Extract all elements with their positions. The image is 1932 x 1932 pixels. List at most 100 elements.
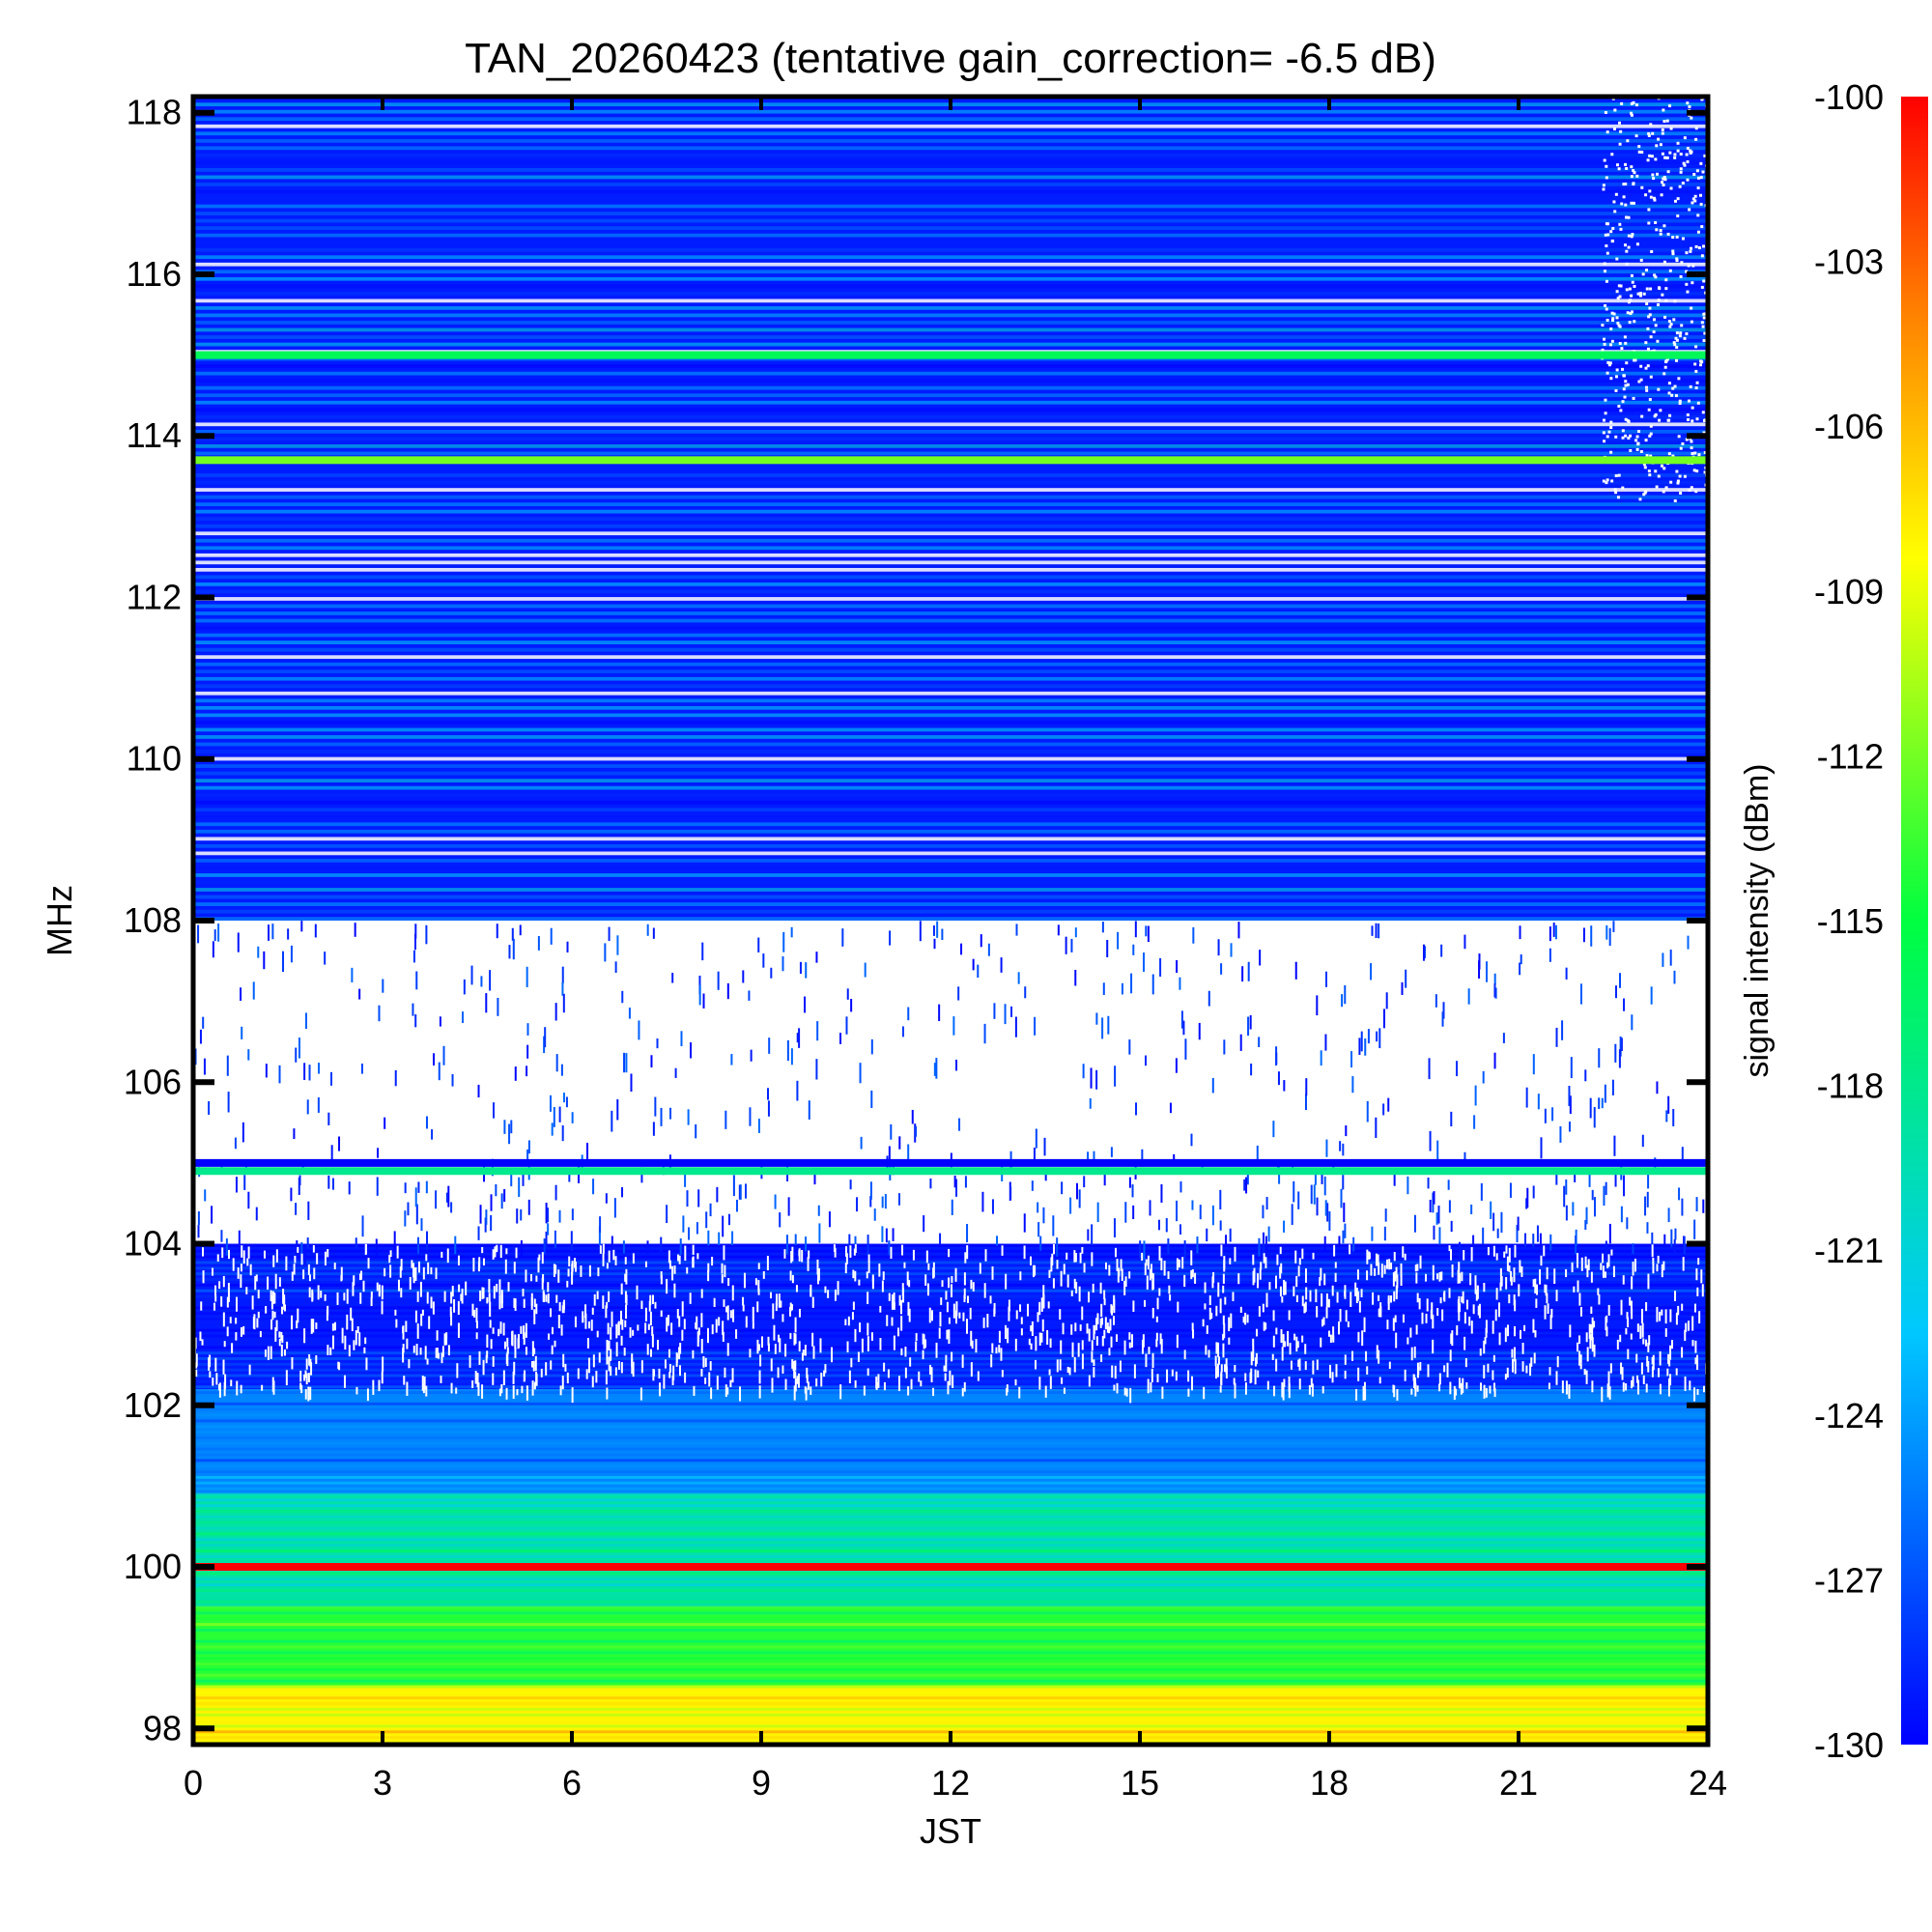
gap-sample [1477, 1305, 1480, 1316]
gap-sample [1377, 1254, 1379, 1266]
gap-sample [1495, 1288, 1498, 1300]
sparse-sample [358, 988, 361, 1000]
gap-sample [1357, 1367, 1360, 1381]
gap-sample [1436, 1273, 1439, 1280]
sparse-sample [1313, 1184, 1316, 1205]
gap-sample [1259, 1267, 1262, 1280]
gap-sample [789, 1302, 792, 1312]
sparse-sample [586, 1142, 589, 1162]
sparkle-sample [1611, 317, 1615, 321]
sparse-sample [796, 1080, 799, 1101]
gap-sample [286, 1341, 289, 1350]
heatmap-row [193, 183, 1708, 186]
gap-sample [1648, 1335, 1651, 1346]
heatmap-row [193, 1600, 1708, 1604]
gap-sample [222, 1275, 225, 1288]
gap-sample [1234, 1382, 1236, 1399]
gap-sample [1133, 1364, 1136, 1378]
sparkle-sample [1702, 279, 1706, 283]
gap-sample [1484, 1337, 1487, 1345]
gap-sample [1344, 1370, 1347, 1379]
gap-sample [305, 1373, 308, 1385]
sparse-sample [1250, 1064, 1253, 1076]
heatmap-row [193, 306, 1708, 310]
sparse-sample [495, 1183, 497, 1197]
heatmap-row [193, 1385, 1708, 1389]
sparse-sample [1106, 939, 1109, 957]
gap-sample [955, 1301, 958, 1317]
gap-sample [758, 1370, 761, 1384]
sparkle-sample [1637, 150, 1641, 154]
sparse-sample [881, 1226, 884, 1242]
sparse-sample [1052, 1215, 1055, 1236]
gap-sample [1493, 1388, 1496, 1398]
gap-sample [637, 1324, 639, 1331]
gap-sample [248, 1364, 251, 1376]
sparse-sample [479, 1205, 482, 1224]
gap-sample [1685, 1322, 1688, 1332]
gap-sample [1001, 1370, 1004, 1378]
gap-sample [1150, 1381, 1152, 1393]
sparse-sample [1432, 1192, 1435, 1213]
heatmap-row [193, 385, 1708, 390]
gap-sample [1580, 1257, 1583, 1271]
sparkle-sample [1686, 101, 1690, 105]
heatmap-row [193, 859, 1708, 863]
sparse-sample [1378, 923, 1380, 939]
heatmap-row [193, 1368, 1708, 1372]
gap-sample [1030, 1325, 1033, 1332]
heatmap-row [193, 866, 1708, 870]
heatmap-row [193, 1492, 1708, 1496]
gap-sample [326, 1309, 328, 1321]
gap-sample [1228, 1317, 1231, 1332]
gap-sample [1065, 1252, 1068, 1260]
sparse-sample [268, 924, 270, 941]
sparkle-sample [1702, 316, 1706, 320]
sparse-sample [454, 1236, 457, 1255]
heatmap-row [193, 408, 1708, 412]
gap-sample [353, 1340, 355, 1350]
gap-sample [612, 1249, 615, 1261]
gap-sample [1451, 1330, 1454, 1347]
gap-sample [1386, 1320, 1389, 1330]
sparse-sample [1500, 1211, 1503, 1234]
gap-sample [1093, 1324, 1095, 1340]
gap-sample [676, 1309, 679, 1319]
gap-sample [606, 1301, 609, 1309]
sparkle-sample [1667, 320, 1671, 324]
heatmap-row [193, 218, 1708, 223]
gap-sample [435, 1348, 438, 1358]
sparkle-sample [1673, 199, 1677, 203]
gap-sample [1147, 1255, 1150, 1270]
gap-sample [846, 1341, 849, 1353]
gap-sample [503, 1341, 506, 1350]
sparse-sample [1584, 1219, 1587, 1231]
gap-sample [1296, 1341, 1299, 1349]
sparkle-sample [1678, 474, 1682, 478]
gap-sample [202, 1270, 205, 1284]
gap-sample [700, 1313, 703, 1327]
colorbar-tick-label: -127 [1814, 1560, 1884, 1600]
gap-sample [1251, 1351, 1254, 1362]
gap-sample [954, 1310, 957, 1324]
gap-sample [1561, 1380, 1564, 1394]
heatmap-row [193, 212, 1708, 215]
sparkle-sample [1606, 222, 1610, 226]
heatmap-row [193, 1453, 1708, 1457]
sparse-sample [717, 971, 720, 990]
gap-sample [940, 1297, 943, 1305]
sparkle-sample [1603, 270, 1606, 273]
gap-sample [608, 1250, 611, 1263]
gap-sample [469, 1354, 471, 1368]
gap-sample [1322, 1317, 1325, 1325]
heatmap-row [193, 1334, 1708, 1338]
gap-sample [1272, 1310, 1275, 1321]
gap-sample [1060, 1340, 1063, 1354]
sparkle-sample [1605, 478, 1609, 482]
heatmap-row [193, 1611, 1708, 1615]
gap-sample [723, 1299, 725, 1307]
gap-sample [1103, 1297, 1106, 1306]
sparkle-sample [1652, 349, 1656, 353]
gap-sample [1456, 1324, 1459, 1336]
heatmap-row [193, 1628, 1708, 1632]
